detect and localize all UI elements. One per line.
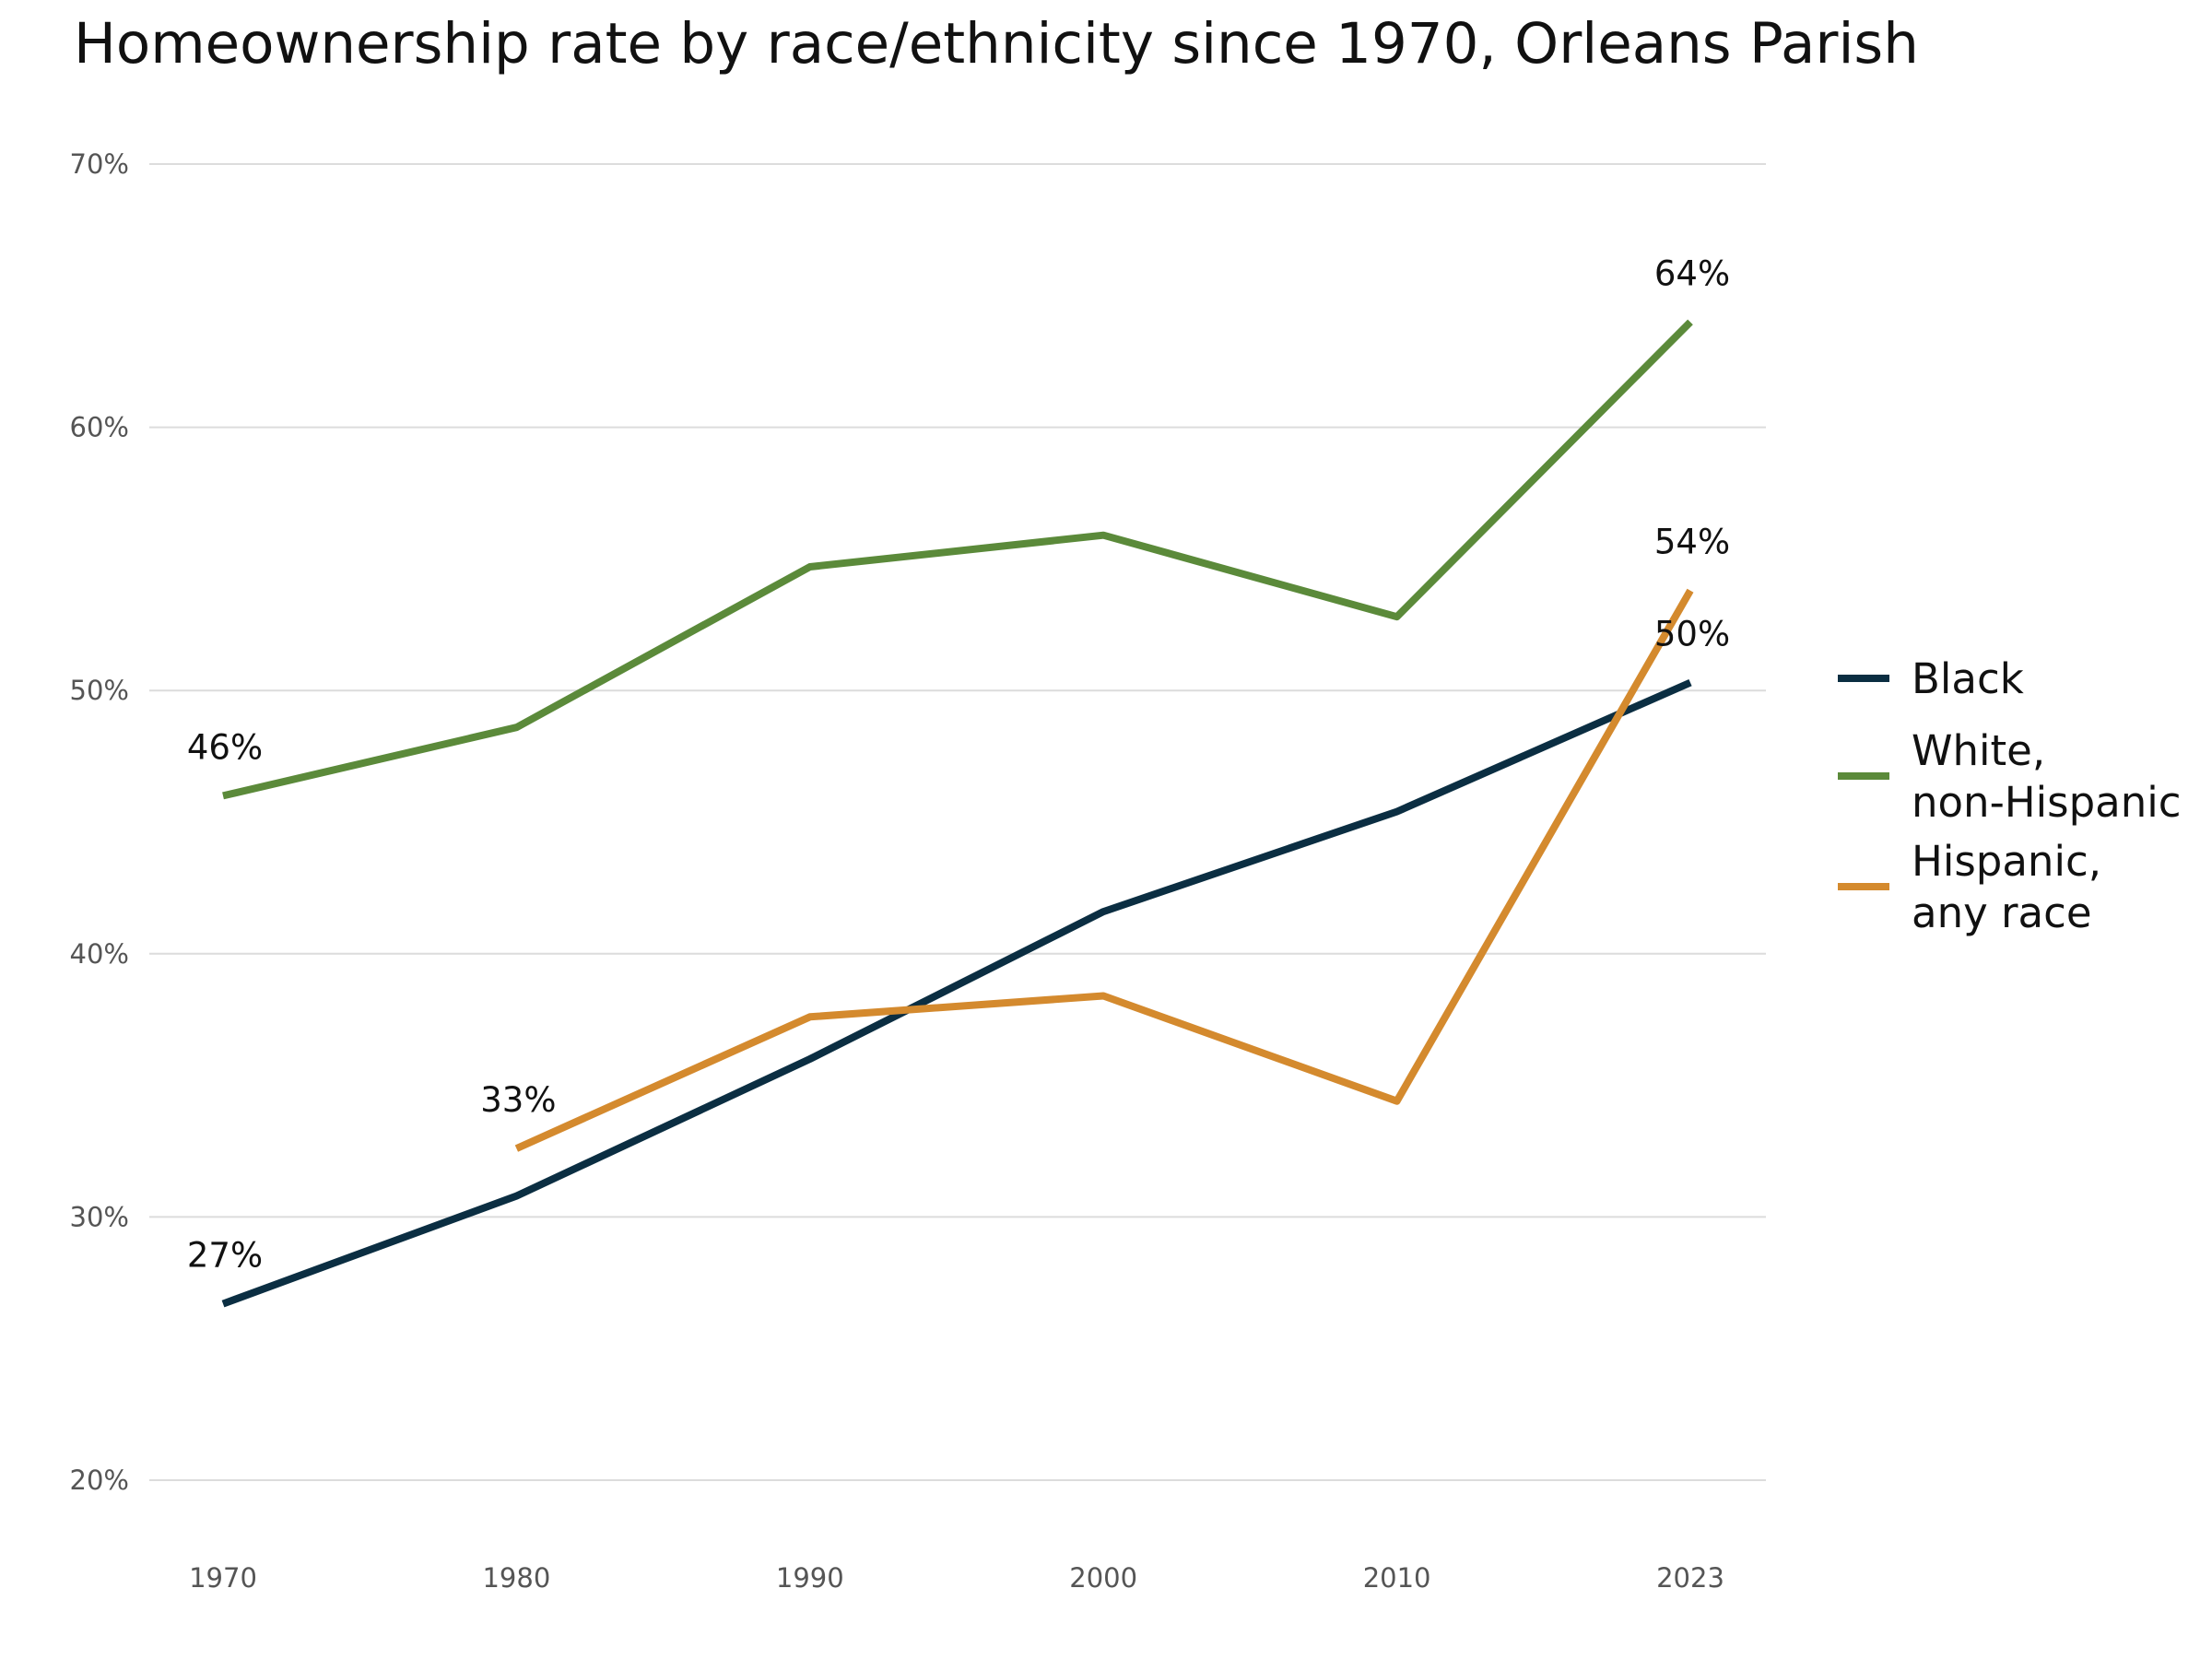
gridlines: [149, 163, 1766, 1481]
x-tick-label: 1970: [189, 1562, 257, 1594]
legend-label: Black: [1912, 654, 2024, 703]
x-tick-label: 1990: [776, 1562, 844, 1594]
data-labels: 27% 50% 46% 64% 33% 54%: [187, 253, 1730, 1275]
legend-label: White, non-Hispanic: [1912, 726, 2182, 827]
y-tick-label: 50%: [70, 675, 129, 706]
y-tick-label: 20%: [70, 1465, 129, 1496]
x-tick-label: 1980: [482, 1562, 550, 1594]
x-tick-label: 2000: [1069, 1562, 1137, 1594]
y-axis: 20% 30% 40% 50% 60% 70%: [70, 148, 129, 1496]
y-tick-label: 40%: [70, 938, 129, 970]
series-line-black: [221, 678, 1692, 1308]
chart-title: Homeownership rate by race/ethnicity sin…: [74, 11, 1919, 76]
data-label: 64%: [1654, 253, 1730, 293]
y-tick-label: 70%: [70, 148, 129, 180]
data-label: 50%: [1654, 615, 1730, 654]
series-lines: [221, 319, 1694, 1308]
data-label: 33%: [480, 1080, 556, 1120]
series-line-hispanic-any-race: [514, 588, 1694, 1152]
data-label: 46%: [187, 727, 263, 767]
y-tick-label: 60%: [70, 412, 129, 443]
series-line-white-non-hispanic: [222, 319, 1693, 800]
legend-label: Hispanic, any race: [1912, 837, 2101, 937]
data-label: 27%: [187, 1236, 263, 1276]
x-tick-label: 2010: [1363, 1562, 1431, 1594]
y-tick-label: 30%: [70, 1201, 129, 1232]
x-tick-label: 2023: [1656, 1562, 1724, 1594]
data-label: 54%: [1654, 523, 1730, 562]
x-axis: 1970 1980 1990 2000 2010 2023: [189, 1562, 1724, 1594]
